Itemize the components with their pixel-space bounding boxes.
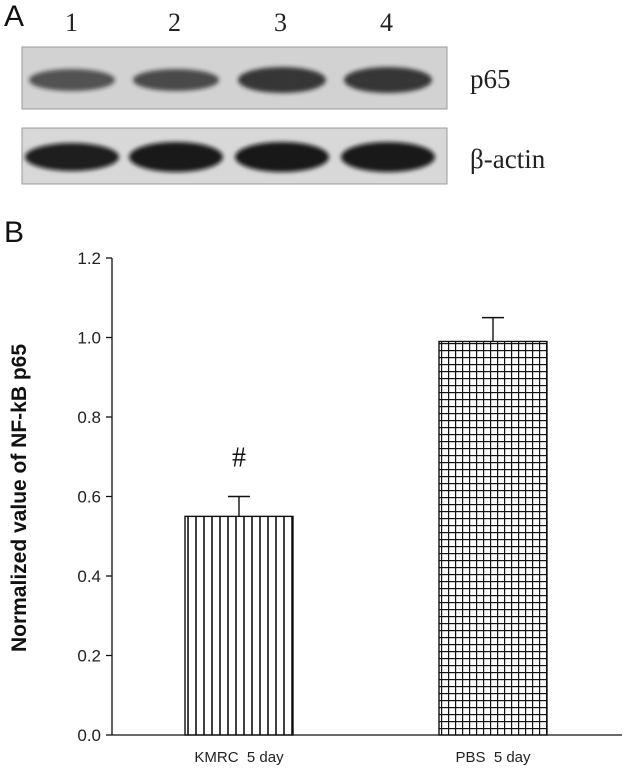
- blot-band-actin: [25, 143, 119, 171]
- x-category-label: PBS 5 day: [455, 749, 531, 766]
- lane-number-4: 4: [380, 8, 393, 37]
- y-tick-label: 0.4: [77, 567, 101, 586]
- blot-band-actin: [341, 142, 435, 172]
- blot-band-p65: [133, 69, 219, 91]
- bar-pbs: [438, 340, 548, 736]
- y-axis-label: Normalized value of NF-kB p65: [8, 344, 31, 652]
- lane-number-3: 3: [274, 8, 287, 37]
- y-tick-label: 1.2: [77, 249, 101, 268]
- lane-number-1: 1: [65, 8, 78, 37]
- lane-number-2: 2: [168, 8, 181, 37]
- blot-label-actin: β-actin: [470, 144, 546, 174]
- bar-kmrc: [184, 515, 294, 736]
- y-tick-label: 0.8: [77, 408, 101, 427]
- panel-label-b: B: [4, 216, 25, 249]
- blot-band-actin: [235, 142, 329, 172]
- blot-label-p65: p65: [470, 64, 511, 94]
- blot-band-p65: [344, 67, 432, 93]
- y-tick-label: 0.0: [77, 726, 101, 745]
- western-blot: [21, 46, 448, 185]
- panel-label-a: A: [4, 0, 25, 33]
- blot-band-actin: [129, 142, 223, 172]
- y-tick-label: 0.2: [77, 647, 101, 666]
- blot-band-p65: [238, 67, 326, 93]
- y-tick-label: 0.6: [77, 488, 101, 507]
- y-tick-label: 1.0: [77, 329, 101, 348]
- blot-band-p65: [29, 69, 115, 91]
- significance-marker: #: [232, 443, 246, 474]
- x-category-label: KMRC 5 day: [194, 749, 284, 766]
